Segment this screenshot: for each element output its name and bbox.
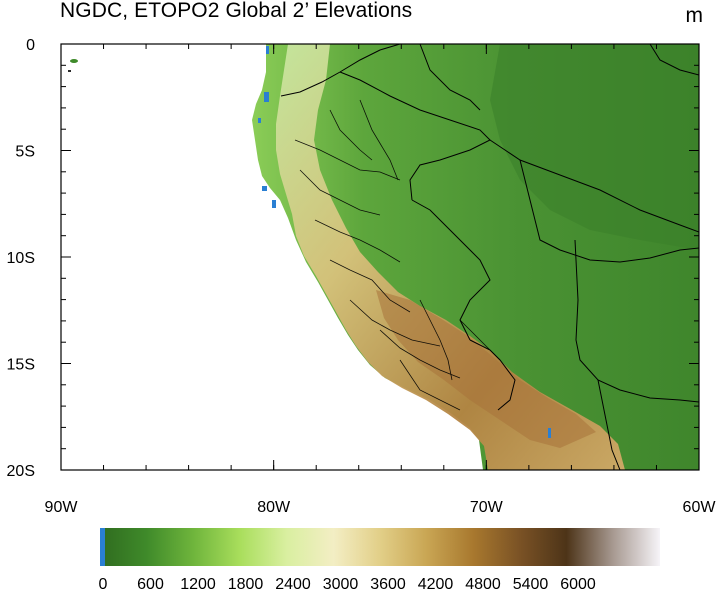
x-tick-label: 90W	[45, 499, 79, 516]
y-tick-label: 10S	[7, 250, 35, 267]
y-tick-label: 20S	[7, 463, 35, 480]
colorbar-label: 600	[137, 576, 164, 592]
colorbar-label: 4200	[418, 576, 454, 592]
axis-ticks: 90W 80W 70W 60W 0 5S 10S 15S 20S	[7, 37, 717, 516]
colorbar-labels: 0 600 1200 1800 2400 3000 3600 4200 4800 5400 6000	[99, 576, 596, 592]
coastal-shallows	[258, 46, 551, 438]
x-tick-label: 60W	[683, 499, 717, 516]
x-tick-label: 80W	[257, 499, 291, 516]
colorbar-label: 1800	[228, 576, 264, 592]
colorbar-label: 3600	[370, 576, 406, 592]
colorbar-label: 6000	[560, 576, 596, 592]
colorbar-label: 2400	[275, 576, 311, 592]
x-tick-label: 70W	[470, 499, 504, 516]
amazon-lowlands	[490, 44, 699, 250]
colorbar-gradient	[100, 528, 660, 566]
colorbar-label: 5400	[513, 576, 549, 592]
islet	[68, 70, 71, 72]
colorbar-label: 0	[99, 576, 108, 592]
province-borders	[294, 99, 501, 411]
colorbar-label: 1200	[180, 576, 216, 592]
y-tick-label: 5S	[15, 144, 35, 161]
galapagos-island	[70, 59, 78, 63]
colorbar: 0 600 1200 1800 2400 3000 3600 4200 4800 5400 6000	[99, 528, 660, 592]
units-label: m	[685, 4, 704, 27]
colorbar-label: 4800	[465, 576, 501, 592]
colorbar-label: 3000	[323, 576, 359, 592]
map-area	[61, 44, 699, 470]
colorbar-sea-swatch	[100, 528, 105, 566]
y-tick-label: 0	[26, 37, 35, 54]
map-title: NGDC, ETOPO2 Global 2’ Elevations	[60, 0, 413, 22]
country-borders	[280, 44, 699, 470]
andes-peaks	[376, 290, 596, 448]
y-tick-label: 15S	[7, 357, 35, 374]
